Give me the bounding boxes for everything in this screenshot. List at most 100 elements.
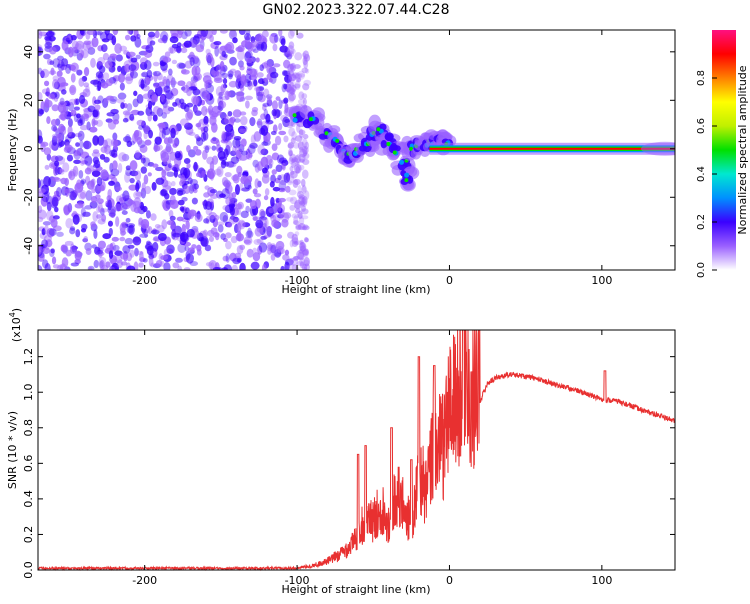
- noise-blob: [258, 91, 265, 97]
- noise-blob: [133, 90, 138, 97]
- noise-blob: [133, 129, 142, 141]
- noise-blob-fade: [285, 121, 294, 128]
- noise-blob: [59, 97, 65, 106]
- noise-blob: [102, 98, 109, 108]
- snr-x-label: Height of straight line (km): [281, 583, 430, 596]
- noise-blob: [101, 214, 107, 222]
- noise-blob: [274, 109, 283, 117]
- noise-blob: [209, 171, 215, 181]
- noise-blob: [183, 40, 193, 48]
- noise-blob: [246, 248, 254, 258]
- noise-blob: [86, 121, 91, 131]
- noise-blob: [206, 168, 216, 179]
- noise-blob-fade: [288, 92, 296, 101]
- colorbar: 0.0 0.2 0.4 0.6 0.8 Normalized spectral ampl…: [696, 30, 749, 278]
- noise-blob-fade: [303, 257, 310, 267]
- noise-blob: [70, 262, 79, 267]
- noise-blob: [283, 83, 288, 90]
- noise-blob: [68, 170, 76, 181]
- noise-blob: [263, 77, 268, 83]
- noise-blob: [215, 63, 224, 74]
- cluster-hot: [386, 142, 391, 147]
- snr-x-tick-label: -100: [285, 574, 310, 587]
- noise-blob: [124, 76, 134, 81]
- noise-blob: [204, 244, 212, 252]
- noise-blob-fade: [298, 153, 306, 163]
- noise-blob: [208, 110, 214, 116]
- noise-blob: [114, 203, 123, 212]
- noise-blob: [139, 251, 144, 262]
- spectrogram-blobs: [38, 30, 675, 270]
- noise-blob: [171, 43, 179, 49]
- noise-blob: [220, 83, 226, 94]
- noise-blob: [41, 239, 48, 249]
- spectrogram-x-tick-label: 0: [446, 274, 453, 287]
- colorbar-gradient: [712, 30, 736, 270]
- cluster-halo: [368, 114, 382, 130]
- noise-blob: [114, 43, 122, 54]
- noise-blob: [82, 42, 91, 51]
- noise-blob: [222, 181, 232, 187]
- noise-blob: [232, 109, 242, 118]
- noise-blob: [119, 227, 126, 237]
- noise-blob: [211, 30, 217, 36]
- noise-blob: [195, 122, 202, 128]
- noise-blob: [143, 131, 148, 140]
- noise-blob: [236, 91, 245, 103]
- cluster-hot: [292, 113, 297, 118]
- noise-blob: [70, 192, 77, 200]
- noise-blob: [225, 253, 230, 263]
- noise-blob: [111, 35, 117, 46]
- noise-blob: [230, 150, 237, 157]
- noise-blob: [183, 185, 191, 194]
- noise-blob-fade: [290, 62, 296, 72]
- noise-blob: [143, 228, 149, 239]
- noise-blob: [88, 266, 93, 270]
- noise-blob: [87, 47, 96, 55]
- spectrogram-y-tick-label: -40: [22, 237, 35, 255]
- snr-series-line: [37, 329, 676, 572]
- noise-blob: [117, 65, 122, 73]
- noise-blob-fade: [289, 153, 297, 163]
- noise-blob: [43, 99, 53, 108]
- noise-blob: [54, 96, 59, 102]
- noise-blob: [62, 162, 70, 173]
- noise-blob: [162, 157, 172, 165]
- noise-blob: [110, 138, 119, 147]
- noise-blob: [247, 227, 252, 238]
- noise-blob: [152, 241, 159, 252]
- noise-blob: [169, 224, 177, 230]
- cluster-hot: [376, 127, 381, 132]
- noise-blob: [51, 196, 59, 208]
- noise-blob: [130, 35, 137, 42]
- noise-blob: [108, 266, 115, 270]
- noise-blob: [94, 104, 101, 111]
- noise-blob: [171, 181, 176, 187]
- noise-blob: [211, 145, 217, 151]
- noise-blob: [49, 248, 55, 258]
- noise-blob: [253, 238, 262, 245]
- noise-blob-fade: [302, 195, 308, 205]
- noise-blob-fade: [296, 261, 304, 266]
- noise-blob: [139, 233, 149, 238]
- noise-blob: [245, 230, 254, 239]
- noise-blob: [126, 103, 133, 111]
- noise-blob: [222, 255, 229, 262]
- noise-blob: [232, 216, 239, 223]
- noise-blob: [204, 80, 209, 90]
- noise-blob: [129, 177, 135, 184]
- noise-blob: [265, 113, 271, 123]
- noise-blob: [70, 243, 75, 254]
- noise-blob: [242, 170, 249, 175]
- noise-blob: [243, 239, 251, 244]
- noise-blob-fade: [299, 146, 304, 153]
- noise-blob-fade: [293, 83, 301, 89]
- spectrogram-cells: [38, 30, 675, 270]
- noise-blob: [248, 153, 253, 158]
- noise-blob: [112, 132, 118, 141]
- spectrogram-y-label: Frequency (Hz): [6, 109, 19, 192]
- noise-blob: [272, 186, 281, 192]
- noise-blob: [46, 210, 54, 221]
- noise-blob: [69, 84, 77, 96]
